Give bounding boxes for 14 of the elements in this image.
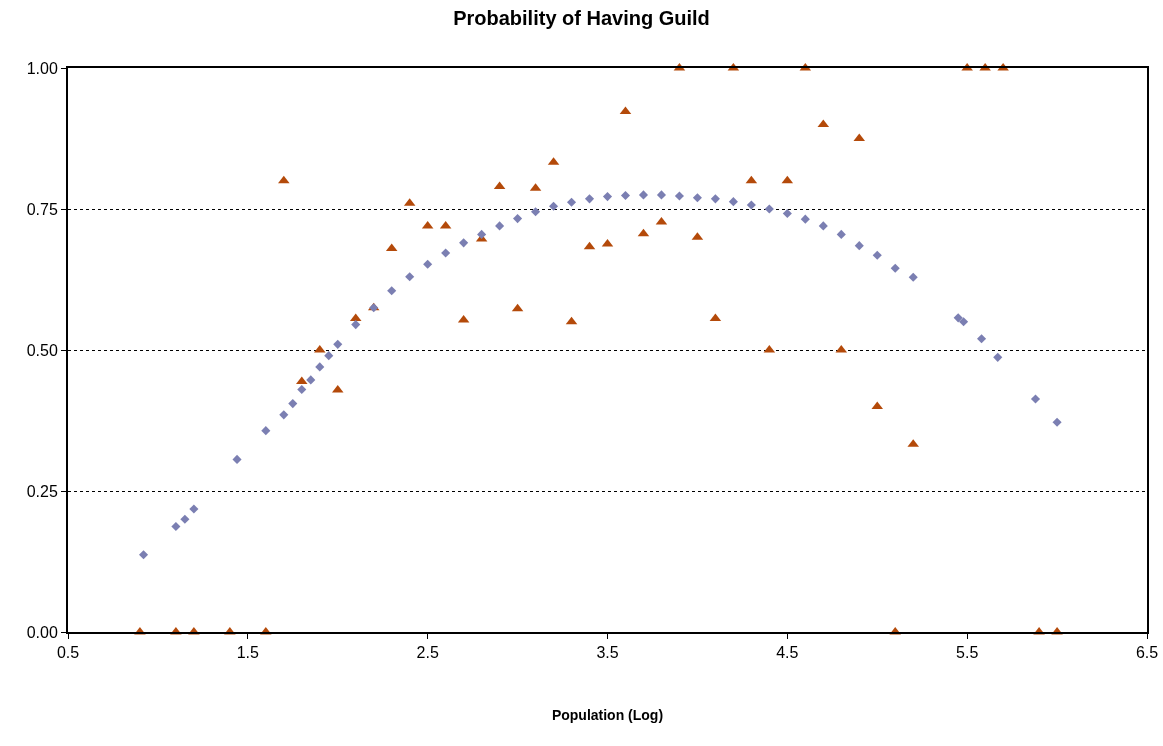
x-tick-label: 3.5 bbox=[596, 644, 619, 662]
x-axis-title: Population (Log) bbox=[551, 707, 664, 723]
x-tick-label: 2.5 bbox=[416, 644, 439, 662]
x-tick-label: 0.5 bbox=[56, 644, 80, 662]
y-tick-label: 0.00 bbox=[26, 623, 58, 641]
y-tick-label: 0.50 bbox=[26, 341, 58, 359]
x-tick-label: 6.5 bbox=[1135, 644, 1159, 662]
y-tick-label: 0.25 bbox=[26, 482, 58, 500]
chart-title: Probability of Having Guild bbox=[453, 7, 710, 30]
x-tick-label: 4.5 bbox=[776, 644, 799, 662]
x-tick-label: 5.5 bbox=[956, 644, 979, 662]
y-tick-label: 1.00 bbox=[26, 59, 58, 77]
y-tick-label: 0.75 bbox=[26, 200, 58, 218]
x-tick-label: 1.5 bbox=[236, 644, 260, 662]
